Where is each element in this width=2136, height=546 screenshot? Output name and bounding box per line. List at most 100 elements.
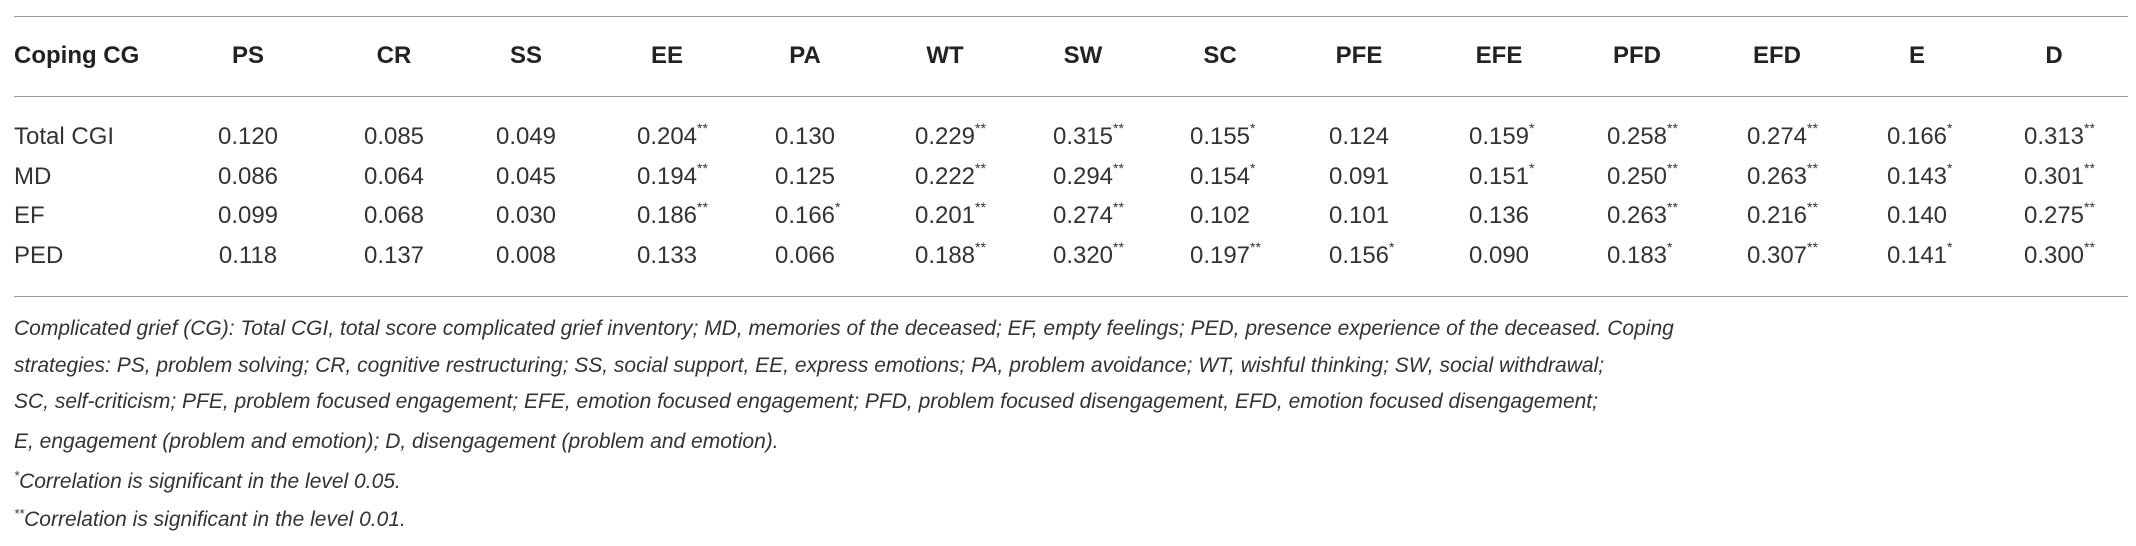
significance-marker: ** xyxy=(1667,199,1678,215)
footnote-marker: * xyxy=(14,468,20,483)
significance-marker: ** xyxy=(1113,199,1124,215)
cell: 0.118 xyxy=(219,244,277,268)
significance-marker: ** xyxy=(697,120,708,136)
cell-value: 0.064 xyxy=(363,163,425,190)
cell: 0.101 xyxy=(1329,204,1389,228)
cell-value: 0.166 xyxy=(1886,123,1948,150)
cell: 0.204 ** xyxy=(636,121,708,150)
cell: 0.263 ** xyxy=(1746,161,1818,190)
cell-value: 0.049 xyxy=(495,123,557,150)
cell-value: 0.320 xyxy=(1052,242,1114,269)
header-cell: PS xyxy=(231,42,265,69)
cell-value: 0.045 xyxy=(495,163,557,190)
cell: 0.045 xyxy=(496,165,556,189)
cell-value: 0.125 xyxy=(774,163,836,190)
significance-marker: ** xyxy=(1807,199,1818,215)
header-cell: PA xyxy=(789,42,821,69)
cell: 0.130 xyxy=(775,125,835,149)
cell: 0.229 ** xyxy=(914,121,986,150)
significance-marker: ** xyxy=(1807,160,1818,176)
header-cell: EFE xyxy=(1475,42,1523,69)
cell-value: 0.143 xyxy=(1886,163,1948,190)
cell-value: 0.156 xyxy=(1328,242,1390,269)
cell-value: 0.136 xyxy=(1468,202,1530,229)
cell: 0.274 ** xyxy=(1052,200,1124,229)
significance-marker: ** xyxy=(975,199,986,215)
header-cell: EFD xyxy=(1753,42,1801,69)
significance-marker: * xyxy=(1389,239,1395,255)
cell-value: 0.091 xyxy=(1328,163,1390,190)
cell-value: 0.216 xyxy=(1746,202,1808,229)
cell-value: 0.301 xyxy=(2023,163,2085,190)
cell-value: 0.250 xyxy=(1606,163,1668,190)
header-cell: SW xyxy=(1063,42,1103,69)
cell-value: 0.030 xyxy=(495,202,557,229)
cell-value: 0.307 xyxy=(1746,242,1808,269)
footnote: **Correlation is significant in the leve… xyxy=(14,507,406,530)
cell-value: 0.102 xyxy=(1189,202,1251,229)
cell-value: 0.201 xyxy=(914,202,976,229)
significance-marker: * xyxy=(1250,160,1256,176)
cell: 0.197 ** xyxy=(1190,240,1261,268)
cell: 0.274 ** xyxy=(1747,121,1818,149)
cell: 0.086 xyxy=(218,165,278,189)
significance-marker: ** xyxy=(697,199,708,215)
header-rule xyxy=(14,96,2128,97)
significance-marker: * xyxy=(835,199,841,215)
row-label: EF xyxy=(14,202,45,229)
significance-marker: ** xyxy=(975,239,986,255)
cell: 0.064 xyxy=(364,165,424,189)
cell: 0.143 * xyxy=(1886,161,1953,190)
cell-value: 0.066 xyxy=(774,242,836,269)
significance-marker: ** xyxy=(1807,120,1818,136)
significance-marker: ** xyxy=(2084,160,2095,176)
cell: 0.125 xyxy=(775,165,835,189)
footnote-text: Correlation is significant in the level … xyxy=(24,508,406,531)
header-cell: EE xyxy=(650,42,684,69)
cell-value: 0.315 xyxy=(1052,123,1114,150)
cell: 0.049 xyxy=(496,125,556,149)
header-cell: D xyxy=(2045,42,2063,69)
cell-value: 0.204 xyxy=(636,123,698,150)
significance-marker: * xyxy=(1947,239,1953,255)
significance-marker: ** xyxy=(1667,120,1678,136)
significance-marker: * xyxy=(1250,120,1256,136)
cell: 0.133 xyxy=(637,244,697,268)
cell: 0.140 xyxy=(1887,204,1947,228)
cell: 0.159 * xyxy=(1469,121,1535,149)
cell-value: 0.090 xyxy=(1468,242,1530,269)
cell-value: 0.141 xyxy=(1886,242,1948,269)
cell: 0.154 * xyxy=(1190,161,1256,189)
cell: 0.166 * xyxy=(775,200,841,228)
cell-value: 0.263 xyxy=(1746,163,1808,190)
cell: 0.313 ** xyxy=(2024,121,2095,149)
significance-marker: ** xyxy=(1113,239,1124,255)
cell: 0.068 xyxy=(364,204,424,228)
cell: 0.151 * xyxy=(1468,161,1535,190)
cell: 0.090 xyxy=(1469,244,1529,268)
cell-value: 0.085 xyxy=(363,123,425,150)
significance-marker: ** xyxy=(1807,239,1818,255)
cell-value: 0.300 xyxy=(2023,242,2085,269)
header-cell: Coping CG xyxy=(14,42,140,69)
footnote-marker: ** xyxy=(14,506,25,521)
cell-value: 0.274 xyxy=(1052,202,1114,229)
cell-value: 0.229 xyxy=(914,123,976,150)
cell-value: 0.155 xyxy=(1189,123,1251,150)
significance-marker: ** xyxy=(1250,239,1261,255)
cell: 0.102 xyxy=(1190,204,1250,228)
cell: 0.124 xyxy=(1329,125,1389,149)
cell: 0.307 ** xyxy=(1746,240,1818,269)
cell: 0.275 ** xyxy=(2024,200,2095,228)
cell: 0.201 ** xyxy=(914,200,986,229)
cell: 0.194 ** xyxy=(637,161,708,189)
cell-value: 0.151 xyxy=(1468,163,1530,190)
cell-value: 0.222 xyxy=(914,163,976,190)
cell: 0.085 xyxy=(364,125,424,149)
cell-value: 0.101 xyxy=(1328,202,1390,229)
header-cell: WT xyxy=(926,42,964,69)
significance-marker: ** xyxy=(2084,239,2095,255)
cell: 0.137 xyxy=(364,244,424,268)
significance-marker: ** xyxy=(1113,160,1124,176)
